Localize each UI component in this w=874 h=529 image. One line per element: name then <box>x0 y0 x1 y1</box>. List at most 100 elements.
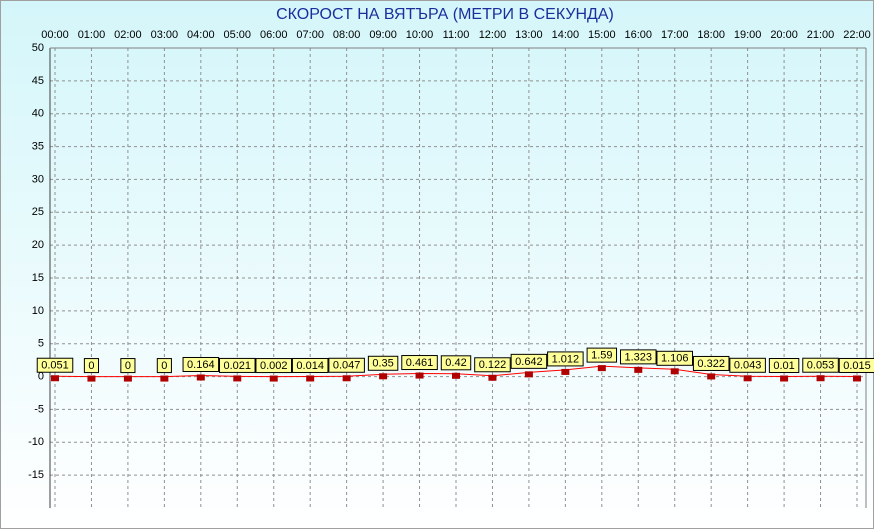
data-label-box <box>182 356 220 372</box>
marker <box>780 375 789 382</box>
data-label-box <box>656 350 693 366</box>
data-label: 0 <box>161 360 167 372</box>
data-label: 0.461 <box>406 357 434 369</box>
x-tick-label: 20:00 <box>770 29 798 41</box>
data-label: 0.002 <box>260 360 288 372</box>
x-tick-label: 17:00 <box>661 29 689 41</box>
y-tick-label: -15 <box>28 469 44 481</box>
x-tick-label: 15:00 <box>588 29 616 41</box>
marker <box>524 371 533 378</box>
data-label: 0.164 <box>187 359 215 371</box>
x-tick-label: 06:00 <box>260 29 288 41</box>
marker <box>123 375 132 382</box>
data-label-box <box>547 351 584 367</box>
data-label: 0.01 <box>773 360 794 372</box>
data-label: 1.012 <box>552 353 580 365</box>
y-tick-label: 15 <box>32 272 44 284</box>
data-label-box <box>838 357 874 373</box>
marker <box>342 375 351 382</box>
y-tick-label: 35 <box>32 140 44 152</box>
data-label-box <box>120 358 136 374</box>
data-label: 0.42 <box>445 357 466 369</box>
x-tick-label: 14:00 <box>552 29 580 41</box>
marker <box>670 368 679 375</box>
marker <box>233 375 242 382</box>
marker <box>415 372 424 379</box>
data-label: 0.322 <box>697 358 725 370</box>
data-label: 0.021 <box>224 360 252 372</box>
marker <box>488 374 497 381</box>
x-tick-label: 09:00 <box>369 29 397 41</box>
data-label: 0 <box>88 360 94 372</box>
marker <box>51 375 59 382</box>
x-tick-label: 04:00 <box>187 29 215 41</box>
x-tick-label: 13:00 <box>515 29 543 41</box>
data-label-box <box>156 358 172 374</box>
data-label: 0.047 <box>333 360 361 372</box>
data-label-box <box>367 355 399 371</box>
x-tick-label: 08:00 <box>333 29 361 41</box>
data-label-box <box>620 349 657 365</box>
x-tick-label: 19:00 <box>734 29 762 41</box>
data-label: 0.015 <box>843 360 871 372</box>
data-label-box <box>291 357 329 373</box>
data-label-box <box>802 357 839 373</box>
data-label: 0 <box>125 360 131 372</box>
marker <box>743 375 752 382</box>
x-tick-label: 00:00 <box>41 29 69 41</box>
marker <box>379 373 388 380</box>
y-tick-label: -5 <box>34 403 44 415</box>
x-tick-label: 11:00 <box>443 29 470 41</box>
y-tick-label: 25 <box>32 206 44 218</box>
data-label: 0.053 <box>807 360 835 372</box>
data-label: 1.59 <box>591 350 612 362</box>
y-tick-label: 50 <box>32 42 44 54</box>
data-label-box <box>255 358 292 374</box>
data-label: 0.35 <box>372 358 393 370</box>
data-label: 0.122 <box>479 359 507 371</box>
x-tick-label: 10:00 <box>406 29 434 41</box>
data-label-box <box>36 357 74 373</box>
data-label-box <box>510 353 548 369</box>
data-label: 1.323 <box>625 351 653 363</box>
x-tick-label: 02:00 <box>114 29 142 41</box>
marker <box>87 375 96 382</box>
y-tick-label: 30 <box>32 173 44 185</box>
data-label-box <box>586 347 618 363</box>
y-tick-label: 40 <box>32 108 44 120</box>
x-tick-label: 01:00 <box>78 29 106 41</box>
data-label-box <box>83 358 100 374</box>
y-tick-label: 0 <box>38 370 44 382</box>
marker <box>269 375 278 382</box>
marker <box>597 365 606 372</box>
data-label: 0.051 <box>41 360 69 372</box>
x-tick-label: 12:00 <box>479 29 507 41</box>
data-label: 1.106 <box>661 353 689 365</box>
data-label: 0.014 <box>296 360 324 372</box>
marker <box>853 375 861 382</box>
x-tick-label: 07:00 <box>296 29 324 41</box>
marker <box>561 368 570 375</box>
x-tick-label: 05:00 <box>224 29 252 41</box>
chart-title: СКОРОСТ НА ВЯТЪРА (МЕТРИ В СЕКУНДА) <box>276 6 614 23</box>
data-label-box <box>219 357 256 373</box>
marker <box>306 375 315 382</box>
marker <box>634 366 643 373</box>
y-tick-label: 5 <box>38 338 44 350</box>
data-label-box <box>692 355 730 371</box>
data-label: 0.642 <box>515 356 543 368</box>
y-tick-label: 20 <box>32 239 44 251</box>
x-tick-label: 03:00 <box>151 29 179 41</box>
marker <box>160 375 169 382</box>
y-tick-label: 45 <box>32 75 44 87</box>
x-tick-label: 22:00 <box>843 29 871 41</box>
x-tick-label: 16:00 <box>625 29 653 41</box>
marker <box>816 375 825 382</box>
data-label-box <box>328 357 365 373</box>
data-label-box <box>401 355 438 371</box>
y-tick-label: 10 <box>32 305 44 317</box>
x-tick-label: 21:00 <box>807 29 835 41</box>
data-label: 0.043 <box>734 360 762 372</box>
data-label-box <box>768 358 800 374</box>
